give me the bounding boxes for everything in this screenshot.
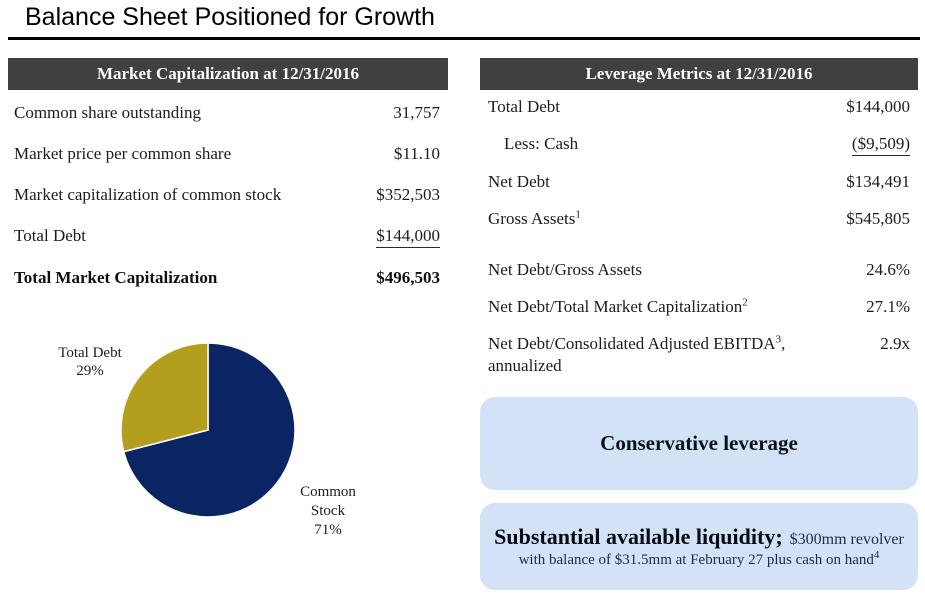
row-label-with-footnote: Gross Assets1: [488, 208, 581, 230]
row-label-tail: , annualized: [488, 334, 786, 375]
row-value: $496,503: [376, 268, 440, 287]
liquidity-callout: Substantial available liquidity; $300mm …: [480, 503, 918, 590]
callout-inline-text: $300mm revolver: [789, 531, 904, 548]
row-label: Net Debt: [488, 172, 550, 191]
callout-detail-text: with balance of $31.5mm at February 27 p…: [518, 552, 874, 568]
row-value-underlined: $144,000: [376, 225, 440, 248]
pie-label-pct: 29%: [76, 363, 104, 379]
table-row: Common share outstanding 31,757: [8, 102, 448, 124]
row-value: 31,757: [393, 103, 440, 122]
table-row: Market capitalization of common stock $3…: [8, 184, 448, 206]
row-label-with-footnote: Net Debt/Total Market Capitalization2: [488, 296, 748, 318]
page-title: Balance Sheet Positioned for Growth: [25, 3, 435, 31]
table-row: Less: Cash ($9,509): [480, 133, 918, 156]
row-label: Total Market Capitalization: [14, 268, 218, 287]
row-label-with-footnote: Net Debt/Consolidated Adjusted EBITDA3, …: [488, 333, 818, 377]
table-row: Net Debt $134,491: [480, 171, 918, 193]
table-row: Market price per common share $11.10: [8, 143, 448, 165]
market-cap-table: Common share outstanding 31,757 Market p…: [8, 102, 448, 289]
callout-line-1: Substantial available liquidity; $300mm …: [494, 524, 904, 550]
leverage-table-top: Total Debt $144,000 Less: Cash ($9,509) …: [480, 96, 918, 230]
pie-label-text: Total Debt: [58, 345, 122, 361]
table-row: Net Debt/Consolidated Adjusted EBITDA3, …: [480, 333, 918, 377]
leverage-table-bottom: Net Debt/Gross Assets 24.6% Net Debt/Tot…: [480, 259, 918, 377]
row-value: 27.1%: [866, 297, 910, 316]
callout-text: Conservative leverage: [600, 431, 798, 455]
row-value: $144,000: [846, 97, 910, 116]
row-label: Market capitalization of common stock: [14, 185, 282, 204]
row-label: Net Debt/Consolidated Adjusted EBITDA: [488, 334, 776, 353]
row-label: Net Debt/Total Market Capitalization: [488, 297, 743, 316]
table-row: Total Debt $144,000: [480, 96, 918, 118]
row-value: $134,491: [846, 172, 910, 191]
callout-lead-text: Substantial available liquidity;: [494, 524, 783, 549]
footnote-marker: 1: [575, 208, 581, 221]
row-label: Total Debt: [14, 226, 86, 245]
row-label: Market price per common share: [14, 144, 232, 163]
conservative-leverage-callout: Conservative leverage: [480, 397, 918, 490]
row-value: 24.6%: [866, 260, 910, 279]
pie-label-total-debt: Total Debt 29%: [38, 344, 142, 380]
row-label: Less: Cash: [504, 134, 579, 153]
table-row-total: Total Market Capitalization $496,503: [8, 267, 448, 289]
footnote-marker: 2: [742, 296, 748, 309]
row-value: $545,805: [846, 209, 910, 228]
market-cap-table-header: Market Capitalization at 12/31/2016: [8, 58, 448, 90]
pie-slice-common-stock: [122, 342, 296, 518]
row-value-underlined: ($9,509): [851, 133, 910, 156]
footnote-marker: 3: [775, 333, 782, 346]
row-label: Gross Assets: [488, 209, 576, 228]
capitalization-pie-chart: [120, 342, 296, 518]
row-label: Net Debt/Gross Assets: [488, 260, 642, 279]
table-row: Gross Assets1 $545,805: [480, 208, 918, 230]
row-value: $11.10: [393, 144, 440, 163]
pie-slice-total-debt: [120, 342, 209, 453]
pie-label-common-stock: Common Stock 71%: [292, 483, 364, 540]
callout-line-2: with balance of $31.5mm at February 27 p…: [518, 549, 880, 569]
footnote-marker: 4: [873, 549, 880, 561]
table-row: Net Debt/Gross Assets 24.6%: [480, 259, 918, 281]
row-label: Common share outstanding: [14, 103, 201, 122]
pie-label-text: Common: [300, 484, 356, 500]
pie-label-pct: 71%: [314, 522, 342, 538]
table-row: Net Debt/Total Market Capitalization2 27…: [480, 296, 918, 318]
row-value: $352,503: [376, 185, 440, 204]
pie-label-text: Stock: [310, 503, 346, 519]
table-row: Total Debt $144,000: [8, 225, 448, 248]
row-label: Total Debt: [488, 97, 560, 116]
title-divider: [8, 37, 920, 40]
leverage-table-header: Leverage Metrics at 12/31/2016: [480, 58, 918, 90]
row-value: 2.9x: [880, 334, 910, 353]
